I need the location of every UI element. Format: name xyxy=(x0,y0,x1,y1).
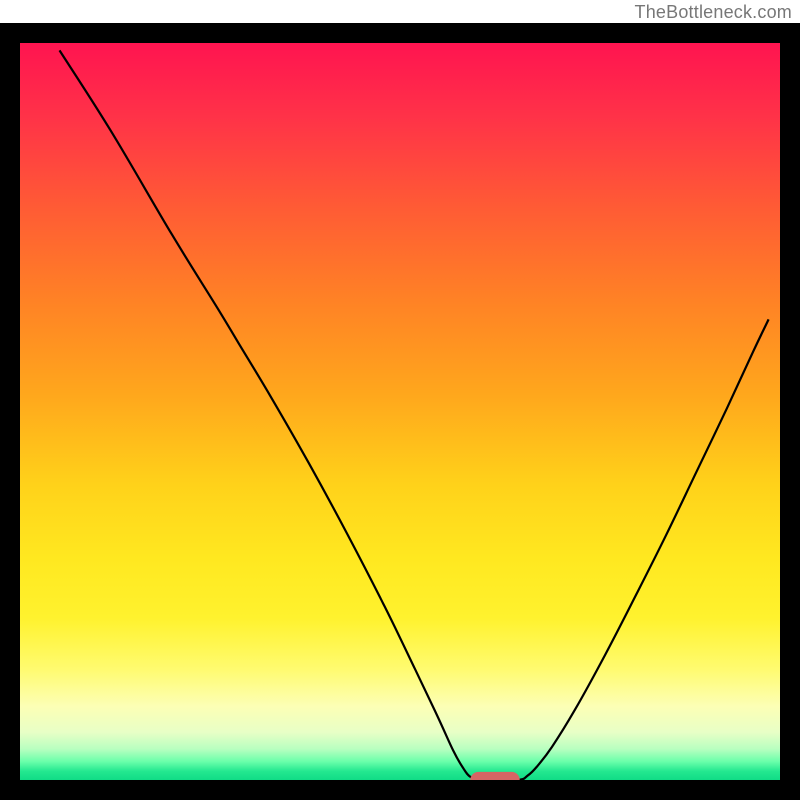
chart-frame: TheBottleneck.com xyxy=(0,0,800,800)
plot-area xyxy=(0,23,800,800)
gradient-background xyxy=(20,43,780,780)
watermark-text: TheBottleneck.com xyxy=(635,2,792,23)
chart-svg xyxy=(0,23,800,800)
